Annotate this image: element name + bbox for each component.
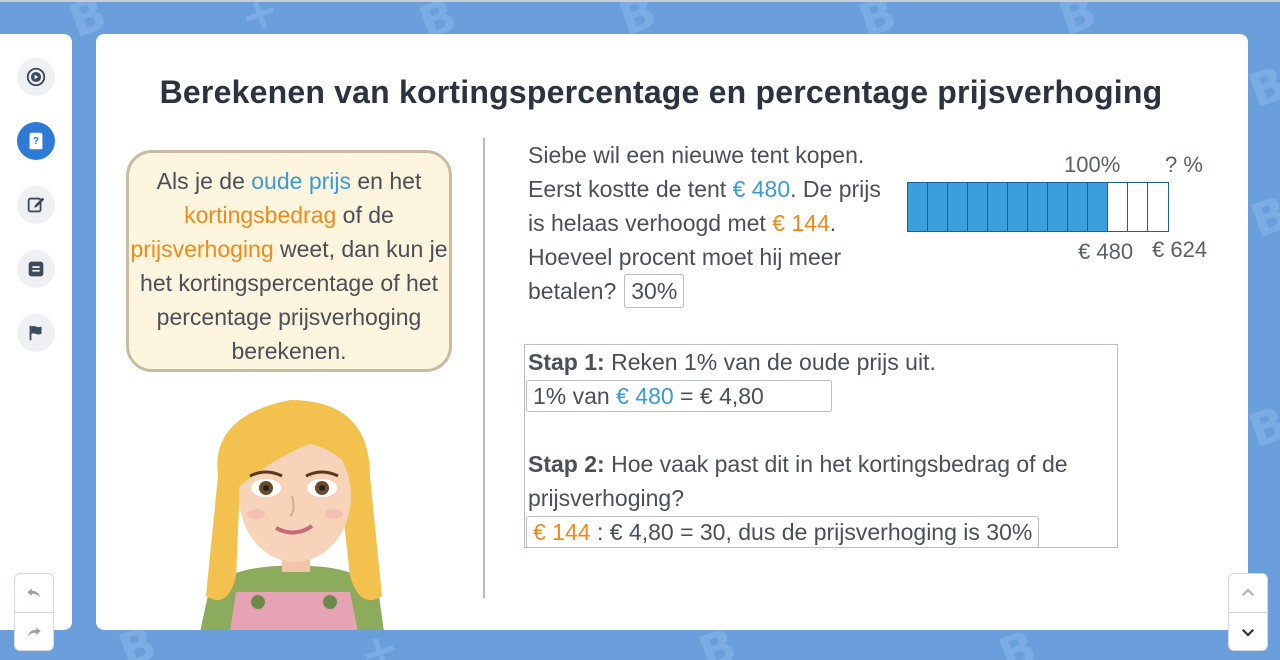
top-border	[0, 0, 1280, 2]
bubble-term-increase: prijsverhoging	[130, 236, 274, 262]
step-1-c: = € 4,80	[673, 383, 764, 409]
svg-text:?: ?	[33, 136, 39, 147]
step-1-answer: 1% van € 480 = € 4,80	[526, 379, 1114, 413]
step-1-input[interactable]: 1% van € 480 = € 4,80	[526, 380, 832, 412]
play-circle-icon	[26, 67, 46, 87]
lesson-card: Berekenen van kortingspercentage en perc…	[96, 34, 1248, 630]
edit-icon	[27, 197, 45, 213]
bar-segment-filled	[928, 183, 948, 231]
redo-icon	[28, 627, 41, 637]
redo-button[interactable]	[15, 612, 53, 651]
flag-icon	[29, 325, 42, 341]
problem-text-2: . De prijs is helaas verhoogd met	[528, 176, 881, 236]
bar-segment-filled	[1028, 183, 1048, 231]
chevron-up-icon	[1241, 588, 1255, 597]
girl-character-illustration	[200, 400, 384, 630]
problem-old-price: € 480	[732, 176, 791, 202]
scroll-controls	[1228, 573, 1268, 651]
sidebar-item-play[interactable]	[17, 58, 55, 96]
steps-box: Stap 1: Reken 1% van de oude prijs uit. …	[524, 344, 1118, 548]
step-2-text: Hoe vaak past dit in het kortingsbedrag …	[528, 451, 1068, 511]
step-2-answer: € 144 : € 4,80 = 30, dus de prijsverhogi…	[526, 515, 1114, 549]
step-2-label: Stap 2:	[528, 451, 605, 477]
step-2-b: : € 4,80 = 30, dus de prijsverhoging is …	[590, 519, 1033, 545]
step-1-line: Stap 1: Reken 1% van de oude prijs uit.	[528, 345, 1114, 379]
bar-label-100: 100%	[1064, 152, 1121, 177]
step-1-text: Reken 1% van de oude prijs uit.	[604, 349, 936, 375]
bar-segment-filled	[1008, 183, 1028, 231]
problem-text-1: Siebe wil een nieuwe tent kopen. Eerst k…	[528, 142, 865, 202]
sidebar-item-summary[interactable]	[17, 250, 55, 288]
book-question-icon: ?	[29, 132, 43, 150]
step-1-label: Stap 1:	[528, 349, 605, 375]
undo-icon	[27, 588, 40, 598]
bubble-text-1: Als je de	[156, 168, 252, 194]
bubble-text-3: of de	[336, 202, 394, 228]
vertical-divider	[483, 138, 485, 598]
undo-button[interactable]	[15, 574, 53, 612]
sidebar: ?	[0, 34, 72, 630]
bar-segment-filled	[988, 183, 1008, 231]
chevron-down-icon	[1241, 628, 1255, 637]
answer-input[interactable]: 30%	[624, 274, 685, 308]
step-1-a: 1% van	[533, 383, 617, 409]
bubble-term-old-price: oude prijs	[251, 168, 351, 194]
step-2-input[interactable]: € 144 : € 4,80 = 30, dus de prijsverhogi…	[526, 516, 1040, 548]
step-2-line: Stap 2: Hoe vaak past dit in het korting…	[528, 447, 1114, 515]
problem-text-3: . Hoeveel procent moet hij meer betalen?	[528, 210, 842, 304]
bar-segment-filled	[1048, 183, 1068, 231]
scroll-up-button[interactable]	[1229, 574, 1267, 612]
bar-segment-filled	[908, 183, 928, 231]
bar-segment-filled	[1088, 183, 1108, 231]
page-title: Berekenen van kortingspercentage en perc…	[159, 74, 1163, 110]
bar-label-new-price: € 624	[1152, 237, 1208, 262]
bar-segment-filled	[1068, 183, 1088, 231]
problem-text: Siebe wil een nieuwe tent kopen. Eerst k…	[528, 138, 888, 308]
bar-segment-filled	[948, 183, 968, 231]
bar-label-question: ? %	[1165, 152, 1203, 177]
sidebar-item-exercise[interactable]	[17, 186, 55, 224]
bubble-text-2: en het	[351, 168, 422, 194]
scroll-down-button[interactable]	[1229, 612, 1267, 651]
problem-increase: € 144	[772, 210, 830, 236]
step-1-b: € 480	[616, 383, 674, 409]
bubble-term-discount: kortingsbedrag	[184, 202, 337, 228]
percentage-bar	[907, 182, 1169, 232]
history-controls	[14, 573, 54, 651]
bar-segment-empty	[1148, 183, 1168, 231]
sidebar-item-theory[interactable]: ?	[17, 122, 55, 160]
sidebar-item-finish[interactable]	[17, 314, 55, 352]
bar-segment-empty	[1108, 183, 1128, 231]
steps-spacer	[528, 413, 1114, 447]
list-icon	[28, 261, 44, 277]
speech-bubble: Als je de oude prijs en het kortingsbedr…	[126, 150, 452, 372]
bubble-text-4: weet, dan kun je het kortingspercentage …	[140, 236, 448, 364]
step-2-a: € 144	[533, 519, 591, 545]
bar-segment-empty	[1128, 183, 1148, 231]
bar-label-old-price: € 480	[1078, 239, 1134, 264]
bar-segment-filled	[968, 183, 988, 231]
